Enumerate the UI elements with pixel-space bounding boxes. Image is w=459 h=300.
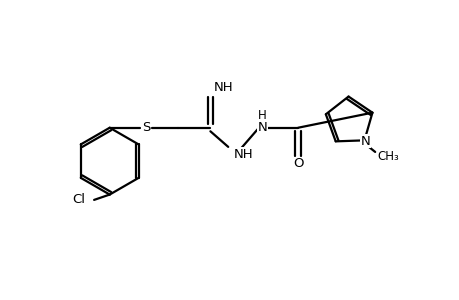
Text: S: S bbox=[142, 121, 150, 134]
Text: O: O bbox=[292, 157, 303, 170]
Text: NH: NH bbox=[213, 81, 233, 94]
Text: N: N bbox=[257, 121, 267, 134]
Text: H: H bbox=[257, 109, 266, 122]
Text: N: N bbox=[360, 135, 369, 148]
Text: NH: NH bbox=[233, 148, 252, 160]
Text: CH₃: CH₃ bbox=[377, 150, 399, 163]
Text: Cl: Cl bbox=[72, 194, 85, 206]
